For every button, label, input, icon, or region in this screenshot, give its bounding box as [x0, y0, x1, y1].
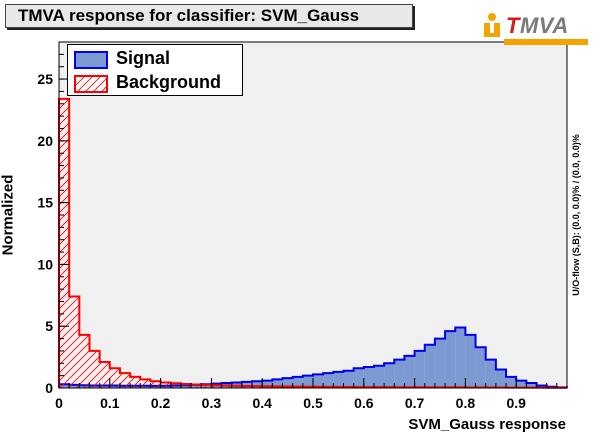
signal-bar — [516, 380, 527, 388]
signal-bar — [434, 338, 446, 388]
signal-bar — [455, 327, 466, 388]
signal-bar — [292, 376, 303, 388]
background-bar — [150, 381, 161, 388]
background-bar — [160, 382, 171, 388]
signal-bar — [313, 374, 324, 388]
background-bar — [79, 334, 90, 388]
background-bar — [119, 373, 131, 388]
signal-bar — [353, 368, 364, 388]
signal-bar — [506, 376, 517, 388]
y-tick-label: 10 — [37, 256, 53, 272]
legend-swatch-background — [74, 75, 108, 93]
x-tick-label: 0.6 — [354, 395, 374, 411]
y-axis-label: Normalized — [0, 174, 17, 256]
background-bar — [89, 350, 100, 388]
signal-bar — [485, 359, 496, 388]
background-bar — [99, 362, 110, 388]
signal-bar — [404, 355, 415, 388]
tmva-person-icon — [484, 13, 500, 37]
signal-bar — [282, 378, 293, 388]
signal-bar — [465, 334, 476, 388]
signal-bar — [526, 383, 537, 388]
signal-series — [58, 326, 568, 389]
signal-bar — [445, 331, 456, 388]
background-bar — [170, 383, 181, 388]
tmva-logo-text: TMVA — [506, 13, 569, 38]
signal-bar — [414, 350, 425, 388]
legend-label-background: Background — [116, 72, 222, 92]
y-tick-label: 5 — [45, 318, 53, 334]
plot-frame — [59, 42, 567, 388]
x-tick-label: 0.4 — [252, 395, 272, 411]
y-tick-label: 25 — [37, 71, 53, 87]
y-tick-label: 20 — [37, 133, 53, 149]
tmva-logo-bar — [504, 39, 588, 45]
background-bar — [109, 368, 120, 388]
x-axis-label: SVM_Gauss response — [408, 416, 566, 433]
y-tick-label: 0 — [45, 380, 53, 396]
signal-bar — [302, 375, 313, 388]
signal-bar — [394, 359, 405, 388]
signal-bar — [475, 347, 486, 388]
background-bar — [191, 384, 202, 388]
x-tick-label: 0 — [55, 395, 63, 411]
background-bar — [201, 384, 212, 388]
tmva-logo: TMVA — [478, 10, 588, 45]
background-bar — [140, 379, 151, 388]
signal-bar — [373, 365, 385, 388]
background-bar — [221, 385, 232, 388]
legend: Signal Background — [67, 44, 243, 96]
x-tick-label: 0.7 — [405, 395, 425, 411]
y-tick-label: 15 — [37, 195, 53, 211]
signal-bar — [272, 379, 283, 388]
signal-bar — [363, 366, 374, 388]
x-tick-label: 0.1 — [100, 395, 120, 411]
signal-bar — [262, 380, 273, 388]
background-bar — [69, 296, 80, 388]
overflow-note: U/O-flow (S,B): (0.0, 0.0)% / (0.0, 0.0)… — [571, 134, 581, 296]
background-bar — [211, 385, 222, 388]
x-tick-label: 0.8 — [456, 395, 476, 411]
signal-bar — [333, 371, 344, 388]
x-tick-label: 0.9 — [506, 395, 526, 411]
x-tick-label: 0.2 — [151, 395, 171, 411]
signal-bar — [241, 381, 253, 388]
signal-bar — [424, 344, 435, 388]
signal-bar — [384, 363, 395, 388]
background-bar — [180, 384, 192, 388]
legend-swatch-signal — [74, 51, 108, 69]
signal-bar — [495, 369, 507, 388]
signal-bar — [343, 370, 354, 388]
signal-bar — [252, 381, 263, 388]
x-tick-label: 0.5 — [303, 395, 323, 411]
signal-bar — [323, 373, 334, 388]
legend-label-signal: Signal — [116, 48, 171, 68]
background-bar — [130, 376, 141, 388]
background-bar — [59, 98, 70, 388]
chart-title: TMVA response for classifier: SVM_Gauss — [5, 4, 413, 28]
background-bar — [231, 385, 242, 388]
x-tick-label: 0.3 — [202, 395, 222, 411]
axes: 0 0.1 0.2 0.3 0.4 0.5 0.6 0.7 0.8 0.9 0 5 10 15 20 25 — [37, 41, 568, 411]
